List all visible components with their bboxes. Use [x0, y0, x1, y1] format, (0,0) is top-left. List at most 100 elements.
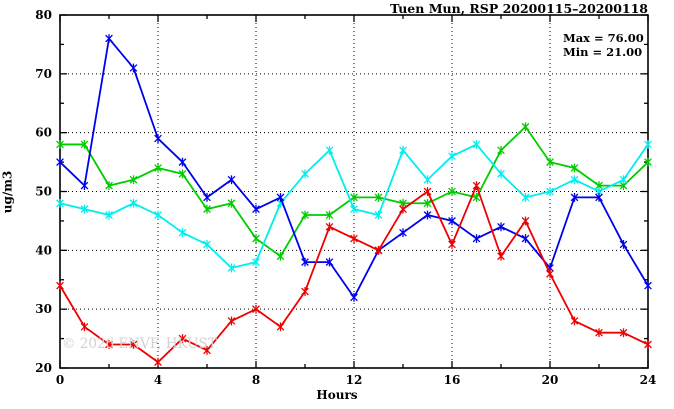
data-point-marker — [619, 328, 628, 338]
data-point-marker — [129, 63, 138, 73]
data-point-marker — [227, 198, 236, 208]
data-point-marker — [374, 245, 383, 255]
data-point-marker — [252, 234, 260, 243]
x-tick-label: 24 — [640, 373, 657, 387]
max-label: Max = 76.00 — [563, 31, 644, 45]
data-point-marker — [374, 210, 383, 220]
series-blue — [56, 34, 652, 302]
data-point-marker — [472, 140, 481, 149]
data-point-marker — [154, 163, 162, 173]
data-point-marker — [276, 251, 285, 261]
data-point-marker — [423, 198, 432, 208]
data-point-marker — [472, 234, 481, 243]
data-point-marker — [203, 345, 211, 355]
data-point-marker — [301, 169, 309, 179]
data-point-marker — [399, 204, 407, 214]
data-point-marker — [203, 204, 211, 214]
series-red — [56, 181, 652, 367]
y-tick-label: 20 — [35, 361, 52, 375]
data-point-marker — [178, 334, 187, 343]
min-label: Min = 21.00 — [563, 45, 643, 59]
data-point-marker — [129, 198, 138, 208]
x-tick-label: 16 — [444, 373, 461, 387]
y-tick-label: 30 — [35, 302, 52, 316]
data-point-marker — [178, 169, 187, 179]
data-point-marker — [497, 145, 505, 155]
data-point-marker — [80, 181, 89, 191]
data-point-marker — [350, 293, 358, 302]
data-point-marker — [56, 281, 64, 291]
data-point-marker — [399, 145, 407, 155]
data-point-marker — [448, 240, 456, 249]
y-tick-label: 60 — [35, 126, 52, 140]
data-point-marker — [472, 192, 481, 202]
data-point-marker — [252, 204, 260, 214]
data-point-marker — [252, 304, 260, 314]
data-point-marker — [644, 281, 652, 291]
data-point-marker — [472, 181, 481, 191]
data-point-marker — [129, 340, 138, 349]
data-point-marker — [325, 210, 334, 220]
y-tick-label: 80 — [35, 8, 52, 22]
data-point-marker — [644, 157, 652, 167]
data-point-marker — [570, 316, 579, 326]
x-tick-label: 0 — [56, 373, 64, 387]
y-tick-label: 70 — [35, 67, 52, 81]
data-point-marker — [350, 204, 358, 214]
data-point-marker — [423, 187, 432, 196]
data-point-marker — [276, 192, 285, 202]
data-point-marker — [595, 328, 603, 338]
series-green — [56, 122, 652, 261]
data-point-marker — [521, 192, 530, 202]
data-point-marker — [497, 251, 505, 261]
data-point-marker — [644, 340, 652, 349]
data-point-marker — [80, 322, 89, 332]
data-point-marker — [570, 163, 579, 173]
data-point-marker — [497, 169, 505, 179]
y-axis-label: ug/m3 — [0, 170, 15, 214]
data-point-marker — [325, 257, 334, 267]
data-point-marker — [56, 198, 64, 208]
data-point-marker — [80, 140, 89, 149]
data-point-marker — [154, 357, 162, 367]
data-point-marker — [154, 134, 162, 143]
data-point-marker — [546, 157, 554, 167]
data-point-marker — [448, 151, 456, 161]
data-point-marker — [546, 269, 554, 279]
data-point-marker — [448, 216, 456, 226]
data-point-marker — [546, 187, 554, 196]
data-point-marker — [644, 140, 652, 149]
data-point-marker — [105, 34, 113, 43]
data-point-marker — [203, 192, 211, 202]
gridlines — [60, 15, 648, 368]
data-point-marker — [570, 175, 579, 185]
data-point-marker — [374, 192, 383, 202]
chart-title: Tuen Mun, RSP 20200115–20200118 — [390, 1, 648, 16]
data-point-marker — [423, 175, 432, 185]
tick-labels: 20 30 40 50 60 70 80 0 4 8 12 16 20 24 — [35, 8, 656, 387]
series-cyan — [56, 140, 652, 273]
data-point-marker — [56, 140, 64, 149]
y-tick-label: 40 — [35, 243, 52, 257]
data-point-marker — [619, 240, 628, 249]
data-point-marker — [154, 210, 162, 220]
data-point-marker — [399, 228, 407, 238]
data-point-marker — [301, 287, 309, 296]
data-point-marker — [301, 210, 309, 220]
data-point-marker — [350, 192, 358, 202]
data-point-marker — [203, 240, 211, 249]
data-point-marker — [129, 175, 138, 185]
data-point-marker — [301, 257, 309, 267]
data-point-marker — [178, 228, 187, 238]
data-point-marker — [227, 175, 236, 185]
x-tick-label: 20 — [542, 373, 559, 387]
watermark: © 2026 ENVF, HKUST — [62, 336, 217, 352]
data-point-marker — [497, 222, 505, 232]
x-tick-label: 4 — [154, 373, 162, 387]
data-point-marker — [521, 216, 530, 226]
data-point-marker — [178, 157, 187, 167]
data-point-marker — [448, 187, 456, 196]
data-point-marker — [570, 192, 579, 202]
